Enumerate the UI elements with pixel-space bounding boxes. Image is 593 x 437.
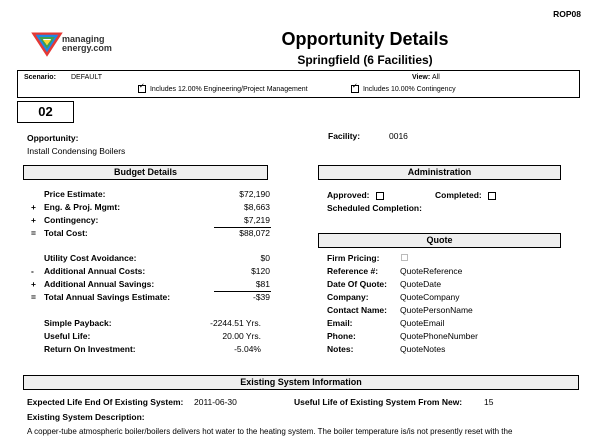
view-label: View: — [412, 74, 431, 81]
completed-checkbox[interactable] — [488, 191, 497, 200]
quote-date-value: QuoteDate — [400, 279, 442, 289]
opportunity-number: 02 — [17, 101, 74, 123]
utility-value: $0 — [260, 253, 270, 263]
useful-life-existing-label: Useful Life of Existing System From New: — [294, 397, 463, 407]
budget-header: Budget Details — [23, 165, 268, 180]
contingency-value: $7,219 — [244, 215, 270, 225]
reference-label: Reference #: — [327, 266, 379, 276]
logo-icon — [31, 32, 63, 57]
useful-life-existing-value: 15 — [484, 397, 494, 407]
totsav-sign: = — [31, 292, 36, 302]
facility-label: Facility: — [328, 131, 361, 141]
quote-header: Quote — [318, 233, 561, 248]
opportunity-label: Opportunity: — [27, 133, 79, 143]
eng-value: $8,663 — [244, 202, 270, 212]
firm-pricing-checkbox[interactable] — [401, 254, 408, 261]
addsav-value: $81 — [255, 279, 270, 289]
contingency-include: Includes 10.00% Contingency — [349, 82, 456, 93]
eng-sign: + — [31, 202, 36, 212]
completed-label: Completed: — [435, 190, 482, 200]
scenario-box: Scenario: DEFAULT View: All Includes 12.… — [17, 70, 580, 98]
addcost-sign: - — [31, 266, 34, 276]
addcost-value: $120 — [251, 266, 270, 276]
existing-header: Existing System Information — [23, 375, 579, 390]
completed: Completed: — [435, 190, 498, 201]
contact-value: QuotePersonName — [400, 305, 473, 315]
utility-label: Utility Cost Avoidance: — [44, 253, 137, 263]
total-value: $88,072 — [239, 228, 270, 238]
useful-life-label: Useful Life: — [44, 331, 91, 341]
logo-text-2: energy.com — [62, 43, 112, 53]
contingency-checkbox[interactable] — [351, 82, 359, 93]
approved-checkbox[interactable] — [375, 191, 384, 200]
scenario-value: DEFAULT — [71, 74, 102, 81]
admin-header: Administration — [318, 165, 561, 180]
addsav-sign: + — [31, 279, 36, 289]
totsav-label: Total Annual Savings Estimate: — [44, 292, 171, 302]
engineering-include-text: Includes 12.00% Engineering/Project Mana… — [149, 85, 308, 93]
price-value: $72,190 — [239, 189, 270, 199]
engineering-include: Includes 12.00% Engineering/Project Mana… — [136, 82, 308, 93]
approved: Approved: — [327, 190, 386, 201]
engineering-checkbox[interactable] — [138, 82, 146, 93]
logo-text-1: managing — [62, 34, 105, 44]
existing-desc-label: Existing System Description: — [27, 412, 145, 422]
email-label: Email: — [327, 318, 353, 328]
report-code: ROP08 — [553, 9, 581, 19]
addsav-label: Additional Annual Savings: — [44, 279, 155, 289]
expected-life-label: Expected Life End Of Existing System: — [27, 397, 184, 407]
savings-divider — [214, 291, 271, 292]
existing-desc-value: A copper-tube atmospheric boiler/boilers… — [27, 427, 513, 436]
expected-life-value: 2011-06-30 — [194, 397, 237, 407]
notes-value: QuoteNotes — [400, 344, 446, 354]
page-title: Opportunity Details — [281, 29, 449, 49]
scheduled-label: Scheduled Completion: — [327, 203, 422, 213]
scenario-label: Scenario: — [24, 74, 56, 81]
addcost-label: Additional Annual Costs: — [44, 266, 146, 276]
totsav-value: -$39 — [252, 292, 270, 302]
contact-label: Contact Name: — [327, 305, 387, 315]
payback-value: -2244.51 Yrs. — [210, 318, 261, 328]
roi-label: Return On Investment: — [44, 344, 136, 354]
total-divider — [214, 227, 271, 228]
view-value: All — [432, 74, 440, 81]
facility-value: 0016 — [389, 131, 408, 141]
notes-label: Notes: — [327, 344, 354, 354]
eng-label: Eng. & Proj. Mgmt: — [44, 202, 121, 212]
total-label: Total Cost: — [44, 228, 88, 238]
opportunity-value: Install Condensing Boilers — [27, 146, 126, 156]
email-value: QuoteEmail — [400, 318, 445, 328]
firm-pricing-label: Firm Pricing: — [327, 253, 380, 263]
contingency-label: Contingency: — [44, 215, 99, 225]
phone-label: Phone: — [327, 331, 356, 341]
useful-life-value: 20.00 Yrs. — [222, 331, 261, 341]
price-label: Price Estimate: — [44, 189, 106, 199]
company-logo: managing energy.com — [30, 30, 120, 60]
company-value: QuoteCompany — [400, 292, 460, 302]
quote-date-label: Date Of Quote: — [327, 279, 387, 289]
total-sign: = — [31, 228, 36, 238]
approved-label: Approved: — [327, 190, 370, 200]
contingency-sign: + — [31, 215, 36, 225]
payback-label: Simple Payback: — [44, 318, 112, 328]
company-label: Company: — [327, 292, 369, 302]
phone-value: QuotePhoneNumber — [400, 331, 478, 341]
contingency-include-text: Includes 10.00% Contingency — [362, 85, 456, 93]
roi-value: -5.04% — [234, 344, 261, 354]
page-subtitle: Springfield (6 Facilities) — [297, 53, 433, 67]
reference-value: QuoteReference — [400, 266, 463, 276]
